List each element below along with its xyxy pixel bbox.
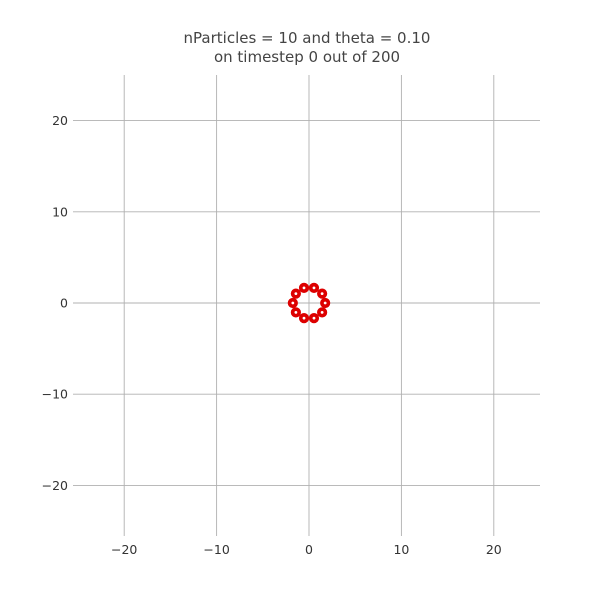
particle-marker-center (291, 301, 295, 305)
particle-marker-center (302, 316, 306, 320)
particle-point (308, 282, 320, 293)
axis-ticks: −20 −10 0 10 20 20 10 0 −10 −20 (42, 113, 502, 557)
x-tick-label: −20 (111, 542, 137, 557)
particle-marker-center (302, 286, 306, 290)
particle-marker-center (320, 292, 324, 296)
y-tick-label: 10 (52, 204, 68, 219)
grid (73, 75, 540, 536)
y-tick-label: −10 (42, 387, 68, 402)
particle-marker-center (323, 301, 327, 305)
y-tick-label: −20 (42, 478, 68, 493)
particle-point (317, 307, 328, 318)
x-tick-label: 10 (393, 542, 409, 557)
y-tick-label: 20 (52, 113, 68, 128)
particle-point (298, 282, 310, 293)
particle-point (298, 313, 310, 324)
particles (287, 282, 331, 324)
chart-title-line-1: nParticles = 10 and theta = 0.10 (184, 29, 431, 47)
particle-point (308, 313, 320, 324)
particle-marker-center (294, 310, 298, 314)
particle-marker-center (312, 286, 316, 290)
particle-point (320, 297, 331, 309)
particle-point (287, 297, 298, 309)
x-tick-label: −10 (203, 542, 229, 557)
particle-point (290, 307, 301, 318)
x-tick-label: 0 (305, 542, 313, 557)
x-tick-label: 20 (486, 542, 502, 557)
particle-marker-center (320, 310, 324, 314)
particle-point (290, 288, 301, 299)
particle-marker-center (312, 316, 316, 320)
particle-point (317, 288, 328, 299)
y-tick-label: 0 (60, 296, 68, 311)
particle-marker-center (294, 292, 298, 296)
chart-title-line-2: on timestep 0 out of 200 (214, 48, 400, 66)
